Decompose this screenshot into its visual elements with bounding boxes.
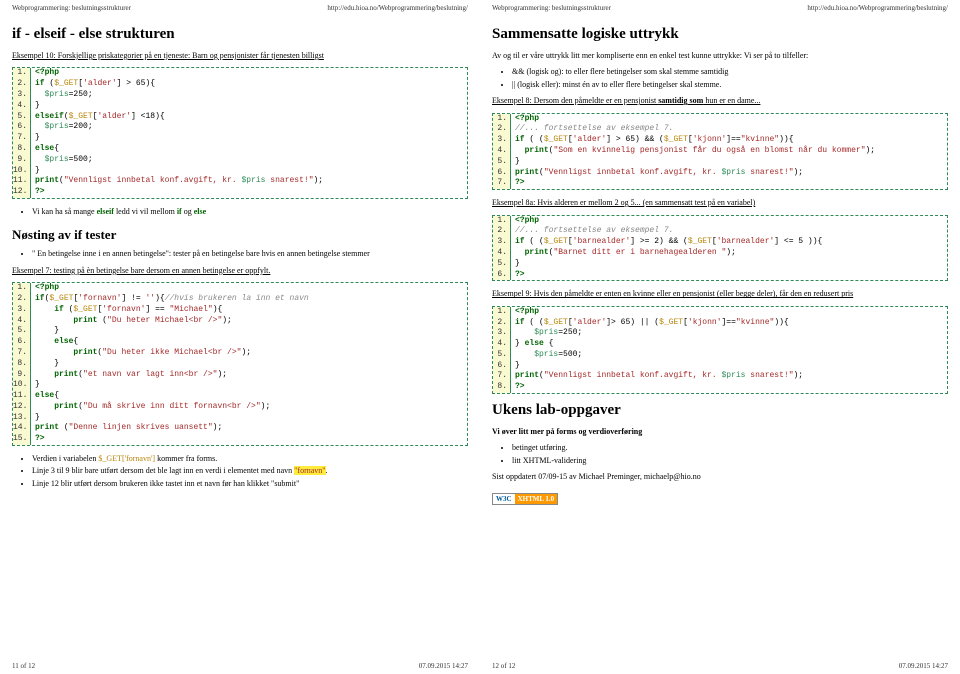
lab-list: betinget utføring. litt XHTML-validering — [512, 443, 948, 466]
note-7-2: Linje 3 til 9 blir bare utført dersom de… — [32, 466, 468, 476]
code-block-9: 1.<?php2.if ( ($_GET['alder']> 65) || ($… — [492, 306, 948, 394]
page-footer-right: 12 of 12 07.09.2015 14:27 — [492, 662, 948, 670]
note-10: Vi kan ha så mange elseif ledd vi vil me… — [32, 207, 468, 217]
title-nosting: Nøsting av if tester — [12, 227, 468, 243]
lab-item-1: betinget utføring. — [512, 443, 948, 453]
code-block-8a: 1.<?php2.//... fortsettelse av eksempel … — [492, 215, 948, 282]
lab-intro: Vi øver litt mer på forms og verdioverfø… — [492, 427, 948, 437]
pages-container: Webprogrammering: beslutningsstrukturer … — [0, 0, 960, 674]
note-10-item: Vi kan ha så mange elseif ledd vi vil me… — [32, 207, 468, 217]
header-right-r: http://edu.hioa.no/Webprogrammering/besl… — [807, 4, 948, 12]
notes-7: Verdien i variabelen $_GET['fornavn'] ko… — [32, 454, 468, 489]
example-9-title: Eksempel 9: Hvis den påmeldte er enten e… — [492, 289, 948, 299]
title-if-elseif: if - elseif - else strukturen — [12, 26, 468, 43]
nest-item: " En betingelse inne i en annen betingel… — [32, 249, 468, 259]
header-right: http://edu.hioa.no/Webprogrammering/besl… — [327, 4, 468, 12]
w3c-badge[interactable]: W3C XHTML 1.0 — [492, 493, 558, 505]
op-or: || (logisk eller): minst én av to eller … — [512, 80, 948, 90]
note-7-3: Linje 12 blir utført dersom brukeren ikk… — [32, 479, 468, 489]
logic-ops: && (logisk og): to eller flere betingels… — [512, 67, 948, 90]
code-block-8: 1.<?php2.//... fortsettelse av eksempel … — [492, 113, 948, 191]
footer-date: 07.09.2015 14:27 — [419, 662, 468, 670]
title-sammensatte: Sammensatte logiske uttrykk — [492, 26, 948, 43]
example-7-title: Eksempel 7: testing på èn betingelse bar… — [12, 266, 468, 276]
w3c-right: XHTML 1.0 — [515, 494, 558, 504]
header-left: Webprogrammering: beslutningsstrukturer — [12, 4, 131, 12]
page-footer-left: 11 of 12 07.09.2015 14:27 — [12, 662, 468, 670]
updated: Sist oppdatert 07/09-15 av Michael Premi… — [492, 472, 948, 482]
example-10-title: Eksempel 10: Forskjellige priskategorier… — [12, 51, 468, 61]
page-left: Webprogrammering: beslutningsstrukturer … — [0, 0, 480, 674]
title-ukens: Ukens lab-oppgaver — [492, 402, 948, 419]
nest-list: " En betingelse inne i en annen betingel… — [32, 249, 468, 259]
footer-pagenum-r: 12 of 12 — [492, 662, 515, 670]
footer-date-r: 07.09.2015 14:27 — [899, 662, 948, 670]
code-block-7: 1.<?php2.if($_GET['fornavn'] != ''){//hv… — [12, 282, 468, 446]
op-and: && (logisk og): to eller flere betingels… — [512, 67, 948, 77]
page-header: Webprogrammering: beslutningsstrukturer … — [12, 4, 468, 12]
example-8-title: Eksempel 8: Dersom den påmeldte er en pe… — [492, 96, 948, 106]
w3c-left: W3C — [493, 494, 515, 504]
intro-para: Av og til er våre uttrykk litt mer kompl… — [492, 51, 948, 61]
lab-item-2: litt XHTML-validering — [512, 456, 948, 466]
code-block-10: 1.<?php2.if ($_GET['alder'] > 65){3. $pr… — [12, 67, 468, 199]
header-left-r: Webprogrammering: beslutningsstrukturer — [492, 4, 611, 12]
page-right: Webprogrammering: beslutningsstrukturer … — [480, 0, 960, 674]
footer-pagenum: 11 of 12 — [12, 662, 35, 670]
page-header-r: Webprogrammering: beslutningsstrukturer … — [492, 4, 948, 12]
note-7-1: Verdien i variabelen $_GET['fornavn'] ko… — [32, 454, 468, 464]
example-8a-title: Eksempel 8a: Hvis alderen er mellom 2 og… — [492, 198, 948, 208]
